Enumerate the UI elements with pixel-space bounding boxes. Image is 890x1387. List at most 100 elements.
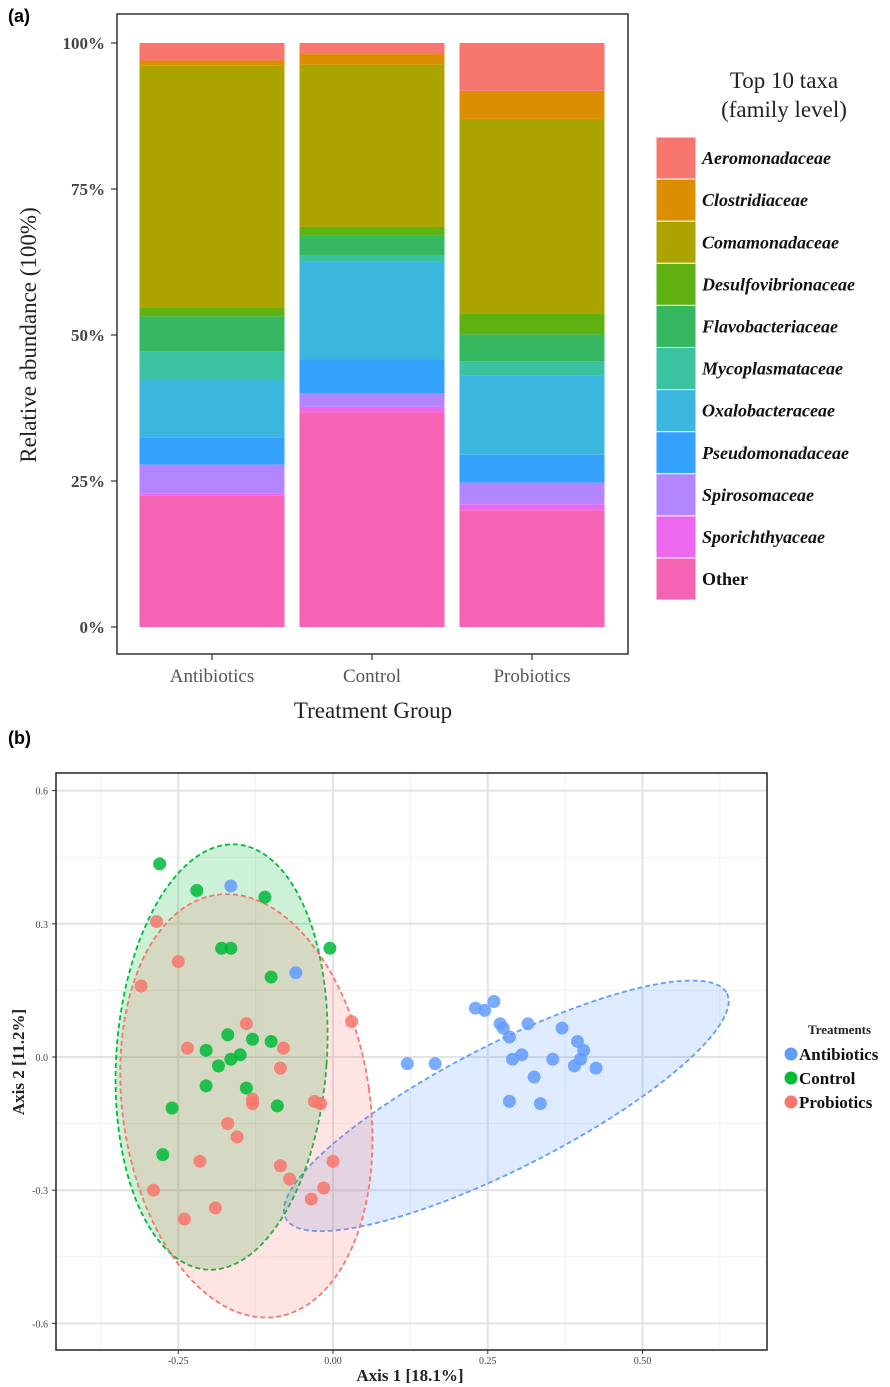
y-tick-label: 0.3 [36, 920, 49, 931]
bar-segment-clostridiaceae [139, 60, 285, 66]
legend-swatch-oxalobacteraceae [655, 389, 697, 433]
legend-swatch-pseudomonadaceae [655, 431, 697, 475]
y-axis-label: Relative abundance (100%) [16, 207, 41, 462]
bar-segment-spirosomaceae [459, 482, 605, 505]
point-probiotics [193, 1154, 207, 1168]
legend-label-other: Other [702, 569, 748, 589]
point-control [264, 970, 278, 984]
bar-segment-sporichthyaceae [459, 504, 605, 511]
point-antibiotics [577, 1043, 591, 1057]
point-probiotics [171, 955, 185, 969]
legend-swatch-aeromonadaceae [655, 136, 697, 180]
bar-segment-pseudomonadaceae [459, 454, 605, 483]
y-tick-label: 75% [71, 180, 105, 199]
point-probiotics [314, 1097, 328, 1111]
bar-segment-pseudomonadaceae [139, 437, 285, 465]
point-control [258, 890, 272, 904]
panel-label-b: (b) [8, 728, 31, 748]
panel-label-a: (a) [8, 6, 30, 26]
legend-label-comamonadaceae: Comamonadaceae [702, 232, 839, 252]
point-probiotics [150, 915, 164, 929]
legend-marker-control [784, 1071, 798, 1085]
point-probiotics [239, 1017, 253, 1031]
legend-swatch-sporichthyaceae [655, 515, 697, 559]
scatter-inner [56, 773, 767, 1350]
point-control [190, 884, 204, 897]
x-tick-label: Probiotics [493, 666, 570, 687]
legend-swatch-mycoplasmataceae [655, 347, 697, 391]
point-probiotics [177, 1212, 191, 1226]
bar-segment-clostridiaceae [459, 90, 605, 119]
bar-segment-other [459, 510, 605, 627]
x-axis-label: Treatment Group [294, 698, 452, 723]
point-antibiotics [478, 1003, 492, 1017]
point-probiotics [317, 1181, 331, 1195]
bar-segment-oxalobacteraceae [139, 379, 285, 438]
bar-segment-desulfovibrionaceae [299, 226, 445, 236]
point-antibiotics [400, 1057, 414, 1071]
legend-label-flavobacteriaceae: Flavobacteriaceae [701, 316, 838, 336]
point-antibiotics [487, 995, 501, 1008]
point-antibiotics [527, 1070, 541, 1084]
stacked-bar-chart: 0% 25% 50% 75% 100% Antibiotics Control Probiot… [16, 13, 855, 723]
point-antibiotics [289, 966, 303, 980]
bar-segment-other [299, 412, 445, 627]
point-probiotics [326, 1154, 340, 1168]
x-tick-label: Control [343, 666, 401, 687]
legend-label-pseudomonadaceae: Pseudomonadaceae [701, 443, 849, 463]
legend-label-aeromonadaceae: Aeromonadaceae [701, 148, 831, 168]
legend-label-mycoplasmataceae: Mycoplasmataceae [701, 359, 843, 379]
bar-segment-flavobacteriaceae [299, 235, 445, 255]
y-tick-label: 0.0 [36, 1053, 49, 1064]
point-probiotics [208, 1201, 222, 1215]
x-tick-label: -0.25 [168, 1356, 189, 1367]
point-probiotics [283, 1172, 297, 1186]
bar-segment-desulfovibrionaceae [139, 307, 285, 317]
bar-segment-other [139, 495, 285, 627]
legend-label-oxalobacteraceae: Oxalobacteraceae [702, 401, 835, 421]
point-control [221, 1028, 235, 1042]
y-axis-label: Axis 2 [11.2%] [9, 1009, 28, 1115]
y-tick-label: 25% [71, 472, 105, 491]
point-probiotics [273, 1061, 287, 1075]
legend-swatch-spirosomaceae [655, 473, 697, 517]
scatter-frame [55, 772, 768, 1351]
bar-segment-sporichthyaceae [299, 406, 445, 413]
point-control [199, 1043, 213, 1057]
ellipse-probiotics [119, 893, 374, 1319]
point-antibiotics [428, 1057, 442, 1071]
legend-swatch-desulfovibrionaceae [655, 262, 697, 306]
point-control [246, 1032, 260, 1046]
pcoa-scatter-chart: -0.25 0.00 0.25 0.50 -0.6 -0.3 0.0 0.3 0.6 Axis 1… [9, 772, 879, 1385]
legend-label-sporichthyaceae: Sporichthyaceae [702, 527, 825, 547]
y-tick-label: -0.6 [32, 1319, 48, 1330]
legend-swatch-other [655, 557, 697, 601]
x-tick-label: Antibiotics [170, 666, 254, 687]
legend-swatch-comamonadaceae [655, 220, 697, 264]
x-tick-label: 0.50 [634, 1356, 652, 1367]
legend-label-clostridiaceae: Clostridiaceae [702, 190, 808, 210]
legend-title: Treatments [808, 1022, 871, 1037]
y-tick-label: 0.6 [36, 787, 49, 798]
bar-segment-comamonadaceae [139, 65, 285, 308]
point-control [270, 1099, 284, 1113]
point-antibiotics [533, 1097, 547, 1111]
point-antibiotics [515, 1048, 529, 1062]
y-tick-label: -0.3 [32, 1186, 48, 1197]
bar-segment-oxalobacteraceae [459, 375, 605, 455]
point-control [323, 941, 337, 955]
point-probiotics [146, 1183, 160, 1197]
point-antibiotics [224, 879, 238, 893]
legend-marker-probiotics [784, 1095, 798, 1109]
bar-segment-aeromonadaceae [459, 43, 605, 91]
bar-segment-sporichthyaceae [139, 493, 285, 496]
legend-title-line1: Top 10 taxa [730, 68, 838, 93]
legend-label-control: Control [799, 1069, 856, 1088]
point-antibiotics [589, 1061, 603, 1075]
legend-label-desulfovibrionaceae: Desulfovibrionaceae [701, 274, 855, 294]
bar-segment-flavobacteriaceae [459, 334, 605, 362]
point-antibiotics [546, 1052, 560, 1066]
bar-segment-clostridiaceae [299, 54, 445, 65]
point-control [224, 1052, 238, 1066]
